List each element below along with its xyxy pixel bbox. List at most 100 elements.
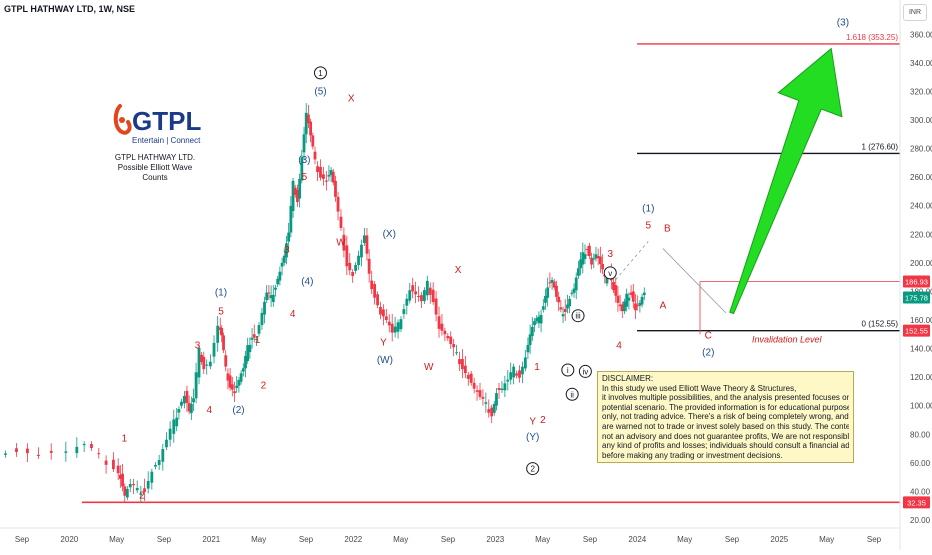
- wave-label: (1): [215, 288, 227, 299]
- wave-label: 4: [290, 309, 296, 320]
- candle-body: [313, 151, 317, 160]
- candle-body: [634, 303, 637, 311]
- wave-label: ii: [570, 390, 574, 399]
- logo-caption: GTPL HATHWAY LTD. Possible Elliott Wave …: [105, 153, 205, 183]
- candle-body: [601, 264, 604, 270]
- candle-body: [618, 304, 622, 307]
- x-tick-label: Sep: [157, 535, 172, 544]
- chart-title: GTPL HATHWAY LTD, 1W, NSE: [4, 4, 135, 14]
- candle-body: [541, 306, 545, 310]
- level-lines: 1.618 (353.25) 1 (276.60) 0 (152.55) Invali…: [82, 33, 900, 504]
- candle-body: [339, 216, 343, 228]
- candle-body: [492, 403, 496, 413]
- candle-body: [577, 268, 580, 276]
- candle-body: [405, 298, 409, 306]
- candle-body: [319, 166, 322, 178]
- candle-body: [104, 460, 108, 465]
- candle-body: [276, 278, 280, 285]
- wave-label: 5: [218, 306, 224, 317]
- candle-body: [475, 390, 479, 392]
- candle-body: [233, 391, 236, 394]
- candle-body: [316, 166, 319, 172]
- candle-body: [373, 284, 377, 298]
- wave-label: 2: [530, 465, 535, 474]
- x-tick-label: Sep: [725, 535, 740, 544]
- candle-body: [252, 334, 256, 338]
- candle-body: [509, 372, 513, 380]
- invalidation-label: Invalidation Level: [752, 335, 823, 345]
- candle-body: [458, 359, 461, 365]
- candle-body: [396, 322, 400, 332]
- disclaimer-line: are warned not to trade or invest solely…: [602, 421, 849, 431]
- candle-body: [379, 307, 382, 315]
- wave-label-circle: [571, 309, 585, 323]
- price-badge: [903, 275, 930, 288]
- candle-body: [528, 334, 532, 345]
- candle-body: [481, 396, 485, 399]
- candle-body: [182, 396, 186, 404]
- candle-body: [568, 298, 572, 307]
- candle-body: [495, 393, 498, 406]
- candle-body: [515, 373, 518, 376]
- currency-badge[interactable]: INR: [903, 4, 927, 21]
- wave-label: 5: [646, 221, 652, 232]
- candle-body: [367, 258, 371, 274]
- wave-label: 1: [255, 335, 261, 346]
- candle-body: [248, 344, 252, 352]
- candle-body: [537, 316, 541, 324]
- wave-label: i: [567, 366, 569, 375]
- candle-body: [533, 321, 536, 326]
- wave-label-circle: [565, 387, 579, 401]
- wave-label: 1: [318, 69, 323, 78]
- candle-body: [552, 281, 556, 288]
- candle-body: [161, 449, 165, 462]
- candle-body: [393, 326, 397, 333]
- candle-body: [285, 243, 288, 258]
- disclaimer-box: DISCLAIMER: In this study we used Elliot…: [597, 371, 854, 463]
- candle-body: [428, 287, 432, 295]
- candle-body: [559, 307, 563, 310]
- candle-body: [300, 157, 304, 181]
- wave-label: (W): [377, 355, 393, 366]
- candle-body: [539, 314, 543, 324]
- candle-body: [345, 245, 349, 267]
- candle-body: [64, 451, 68, 453]
- candle-body: [26, 448, 29, 454]
- y-tick-label: 20.00: [910, 516, 931, 525]
- projection-arrow-shape: [729, 47, 843, 315]
- wave-label: 1: [534, 362, 540, 373]
- candle-body: [177, 409, 181, 413]
- y-tick-label: 200.00: [910, 259, 932, 268]
- logo-subtitle: Possible Elliott Wave Counts: [117, 163, 193, 182]
- gtpl-logo: GTPL Entertain | Connect: [112, 98, 220, 178]
- gtpl-logo-icon: GTPL Entertain | Connect: [113, 104, 201, 145]
- x-tick-label: Sep: [441, 535, 456, 544]
- candle-body: [336, 196, 340, 212]
- price-badge: [903, 291, 930, 304]
- candle-body: [257, 325, 261, 334]
- candle-body: [291, 180, 295, 211]
- candle-body: [592, 258, 596, 260]
- candle-body: [446, 336, 450, 339]
- x-tick-label: 2025: [770, 535, 788, 544]
- candle-body: [463, 365, 467, 374]
- candle-body: [354, 265, 358, 271]
- wave-label: 3: [607, 249, 613, 260]
- candle-body: [566, 304, 569, 309]
- candle-body: [260, 312, 264, 325]
- candle-body: [530, 326, 534, 336]
- y-tick-label: 260.00: [910, 173, 932, 182]
- candle-body: [612, 282, 615, 291]
- y-tick-label: 80.00: [910, 430, 931, 439]
- candle-body: [175, 417, 179, 427]
- wave-label: X: [455, 265, 462, 276]
- candle-body: [512, 366, 516, 378]
- y-tick-label: 160.00: [910, 316, 932, 325]
- candle-body: [642, 292, 646, 296]
- wave-label-circle: [561, 363, 575, 377]
- candle-body: [287, 232, 291, 242]
- candle-body: [365, 235, 369, 254]
